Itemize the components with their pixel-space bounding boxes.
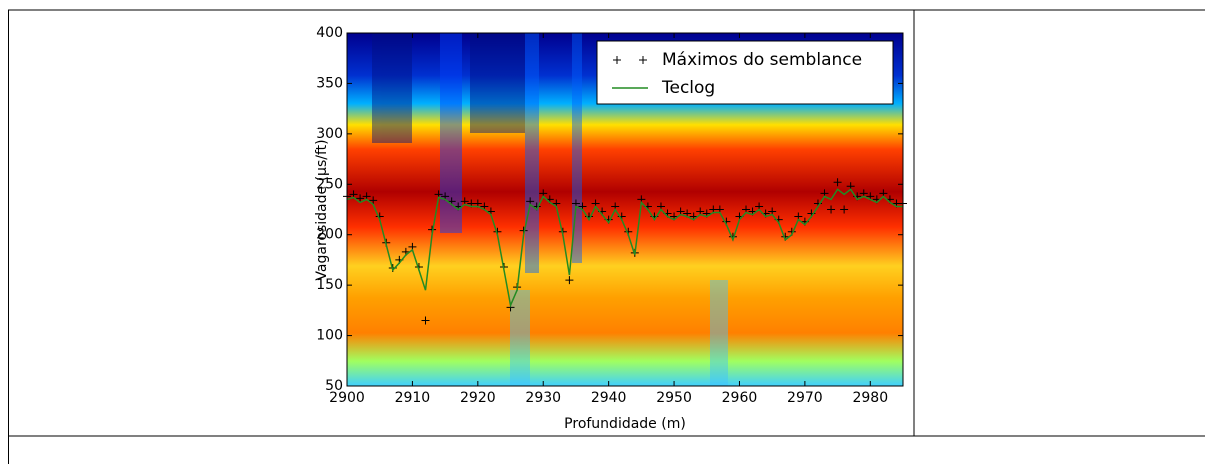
legend-label: Máximos do semblance <box>662 50 862 70</box>
y-tick-label: 350 <box>316 75 343 91</box>
y-tick-label: 200 <box>316 227 343 243</box>
plot-layer <box>343 178 907 325</box>
x-tick-label: 2970 <box>787 390 823 406</box>
y-tick-label: 300 <box>316 126 343 142</box>
semblance-max <box>840 205 849 214</box>
x-tick-label: 2930 <box>525 390 561 406</box>
legend-box <box>596 40 894 105</box>
x-tick-label: 2910 <box>395 390 431 406</box>
semblance-max <box>369 196 378 205</box>
x-tick-label: 2980 <box>852 390 888 406</box>
legend-label: Teclog <box>661 78 715 98</box>
x-tick-label: 2960 <box>722 390 758 406</box>
y-tick-label: 100 <box>316 328 343 344</box>
x-tick-label: 2900 <box>329 390 365 406</box>
y-tick-label: 50 <box>325 378 343 394</box>
plot-frame <box>346 32 904 387</box>
legend-marker <box>613 56 647 64</box>
x-axis-label: Profundidade (m) <box>564 416 686 432</box>
x-tick-label: 2940 <box>591 390 627 406</box>
x-tick-label: 2950 <box>656 390 692 406</box>
y-tick-label: 250 <box>316 176 343 192</box>
semblance-max <box>827 205 836 214</box>
y-axis-label: Vagarosidade (μs/ft) <box>314 139 330 280</box>
teclog-line <box>346 188 903 308</box>
semblance-max <box>356 194 365 203</box>
semblance-max <box>833 178 842 187</box>
semblance-max <box>565 276 574 285</box>
x-tick-label: 2920 <box>460 390 496 406</box>
semblance-max <box>421 316 430 325</box>
y-tick-label: 150 <box>316 277 343 293</box>
y-tick-label: 400 <box>316 25 343 41</box>
heatmap-stripes <box>372 33 728 386</box>
